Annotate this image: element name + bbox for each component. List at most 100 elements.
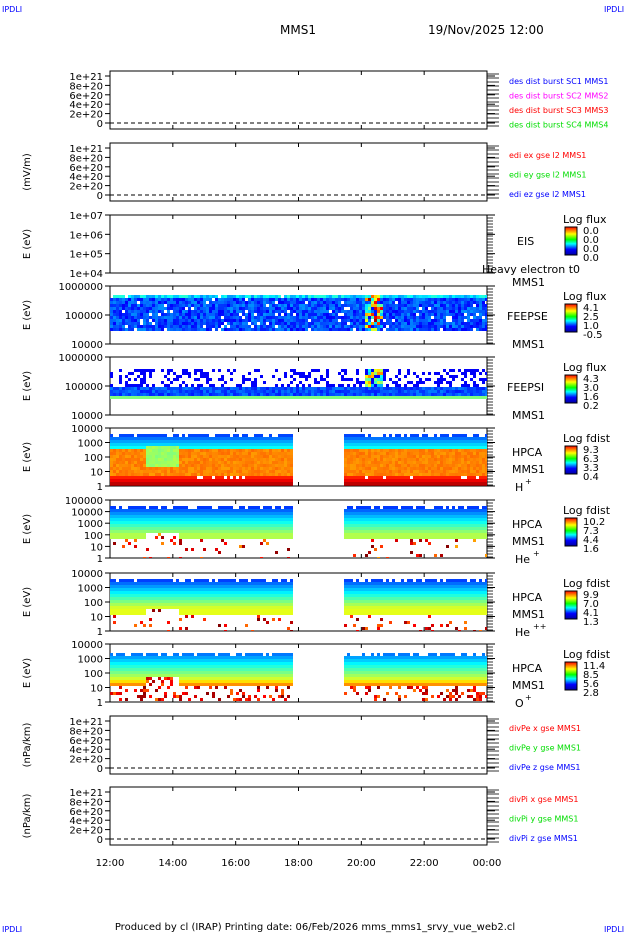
colorbar-value: 0.4 <box>583 472 599 483</box>
colorbar <box>564 445 578 475</box>
y-tick-label: 1e+21 <box>69 144 103 155</box>
y-tick-label: 10000 <box>71 569 103 580</box>
legend-entry: des dist burst SC3 MMS3 <box>509 106 608 115</box>
y-axis-label: (nPa/km) <box>22 794 33 839</box>
colorbar-value: 3.0 <box>583 383 599 394</box>
legend-entry: divPi y gse MMS1 <box>509 815 578 824</box>
colorbar-value: 4.3 <box>583 374 599 385</box>
colorbar-title: Log flux <box>563 361 607 374</box>
colorbar-title: Log fdist <box>563 504 611 517</box>
instrument-label: HPCA <box>512 518 543 531</box>
panel-frame <box>109 214 488 274</box>
corner-mark-bl: IPDLI <box>2 925 22 934</box>
colorbar-value: 9.3 <box>583 445 599 456</box>
legend-entry: edi ey gse l2 MMS1 <box>509 171 587 180</box>
time-tick-label: 18:00 <box>284 858 313 869</box>
colorbar-value: 8.5 <box>583 670 599 681</box>
colorbar-value: 11.4 <box>583 661 605 672</box>
y-tick-label: 1000 <box>78 439 103 450</box>
colorbar <box>564 226 578 256</box>
spectrogram-feepse <box>110 286 487 344</box>
y-axis-label: (mV/m) <box>22 153 33 191</box>
instrument-label: HPCA <box>512 591 543 604</box>
y-tick-label: 1 <box>97 698 103 709</box>
panel-frame <box>109 715 488 775</box>
legend-entry: divPi z gse MMS1 <box>509 834 578 843</box>
legend-entry: des dist burst SC4 MMS4 <box>509 121 608 130</box>
colorbar <box>564 303 578 333</box>
colorbar-value: 4.4 <box>583 535 599 546</box>
y-tick-label: 1e+21 <box>69 788 103 799</box>
y-tick-label: 6e+20 <box>69 163 103 174</box>
spacecraft-label: MMS1 <box>512 338 545 351</box>
species-charge: + <box>525 477 532 486</box>
y-tick-label: 100000 <box>65 382 103 393</box>
y-tick-label: 6e+20 <box>69 736 103 747</box>
y-tick-label: 2e+20 <box>69 110 103 121</box>
panel-frame <box>109 70 488 130</box>
y-tick-label: 1e+21 <box>69 72 103 83</box>
y-tick-label: 4e+20 <box>69 100 103 111</box>
colorbar-value: 0.0 <box>583 226 599 237</box>
y-tick-label: 6e+20 <box>69 807 103 818</box>
colorbar-value: 1.3 <box>583 617 599 628</box>
y-tick-label: 1 <box>97 482 103 493</box>
y-axis-label: E (eV) <box>22 371 33 401</box>
spectrogram-heplusplus <box>110 573 487 631</box>
y-tick-label: 1e+04 <box>69 269 103 280</box>
datetime-title: 19/Nov/2025 12:00 <box>428 23 544 37</box>
species-charge: ++ <box>533 622 546 631</box>
y-tick-label: 1e+21 <box>69 717 103 728</box>
y-tick-label: 2e+20 <box>69 755 103 766</box>
panel-6: 1 10 100 1000 10000 E (eV) HPCA MMS1 H + Log fdist… <box>22 424 611 494</box>
panel-frame <box>109 786 488 846</box>
y-tick-label: 2e+20 <box>69 826 103 837</box>
time-tick-label: 20:00 <box>347 858 376 869</box>
spacecraft-label: MMS1 <box>512 276 545 289</box>
y-tick-label: 1000 <box>78 584 103 595</box>
y-tick-label: 0 <box>97 119 103 130</box>
colorbar <box>564 590 578 620</box>
colorbar-value: 0.0 <box>583 235 599 246</box>
spectrogram-hplus <box>110 428 487 486</box>
colorbar-value: 0.0 <box>583 253 599 264</box>
colorbar-value: 6.3 <box>583 454 599 465</box>
y-tick-label: 10000 <box>71 640 103 651</box>
species-charge: + <box>525 693 532 702</box>
spacecraft-label: MMS1 <box>512 679 545 692</box>
y-tick-label: 100000 <box>65 496 103 507</box>
colorbar-value: 0.2 <box>583 401 599 412</box>
y-tick-label: 10 <box>90 684 103 695</box>
time-tick-label: 22:00 <box>410 858 439 869</box>
spacecraft-label: MMS1 <box>512 409 545 422</box>
y-tick-label: 1e+05 <box>69 250 103 261</box>
y-tick-label: 8e+20 <box>69 797 103 808</box>
corner-mark-br: IPDLI <box>604 925 624 934</box>
colorbar-value: 5.6 <box>583 679 599 690</box>
y-tick-label: 10 <box>90 613 103 624</box>
legend-entry: des dist burst SC1 MMS1 <box>509 77 608 86</box>
spacecraft-label: MMS1 <box>512 535 545 548</box>
colorbar-title: Log flux <box>563 213 607 226</box>
y-tick-label: 6e+20 <box>69 91 103 102</box>
y-tick-label: 1 <box>97 627 103 638</box>
footer-text: Produced by cl (IRAP) Printing date: 06/… <box>115 922 515 933</box>
y-tick-label: 100 <box>84 669 103 680</box>
y-axis-label: (nPa/km) <box>22 723 33 768</box>
y-tick-label: 100000 <box>65 311 103 322</box>
colorbar <box>564 661 578 691</box>
y-tick-label: 0 <box>97 764 103 775</box>
legend-entry: des dist burst SC2 MMS2 <box>509 92 608 101</box>
y-tick-label: 4e+20 <box>69 172 103 183</box>
instrument-label: FEEPSE <box>507 310 548 323</box>
colorbar-title: Log fdist <box>563 577 611 590</box>
y-tick-label: 4e+20 <box>69 816 103 827</box>
colorbar-title: Log fdist <box>563 648 611 661</box>
y-tick-label: 8e+20 <box>69 81 103 92</box>
colorbar <box>564 517 578 547</box>
y-tick-label: 1e+06 <box>69 230 103 241</box>
